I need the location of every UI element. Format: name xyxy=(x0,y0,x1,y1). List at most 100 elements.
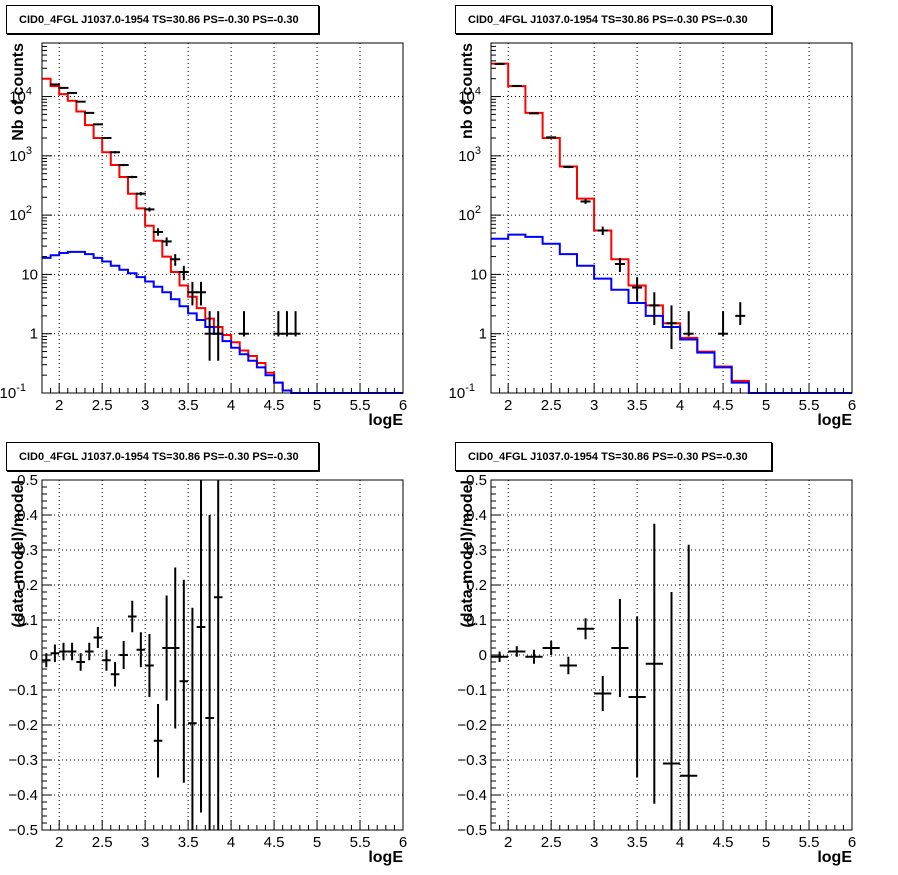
data-point xyxy=(238,311,249,337)
x-tick-label: 6 xyxy=(848,397,856,414)
chart-panel-counts-left: 2 2.5 3 3.5 4 4.5 5 5.5 6 10-1 1 10 102 103 104 logE Nb … xyxy=(0,0,449,437)
data-point xyxy=(735,302,746,326)
data-point xyxy=(187,281,198,306)
residual-point xyxy=(119,641,128,669)
residual-point xyxy=(594,676,612,711)
data-point xyxy=(144,207,155,212)
axis-ticks xyxy=(41,479,404,831)
x-tick-label: 4.5 xyxy=(264,397,285,414)
residual-point xyxy=(93,627,103,648)
chart-title: CID0_4FGL J1037.0-1954 TS=30.86 PS=-0.30… xyxy=(455,5,772,34)
residual-point xyxy=(127,600,137,633)
chart-svg-residual-left: 2 2.5 3 3.5 4 4.5 5 5.5 6 −0.5 −0.4 −0.3 −0.2 −0.1 0 0.… xyxy=(8,472,407,866)
y-tick-label: 10 xyxy=(470,266,487,283)
chart-svg-counts-left: 2 2.5 3 3.5 4 4.5 5 5.5 6 10-1 1 10 102 103 104 logE Nb … xyxy=(0,42,407,429)
data-point xyxy=(67,91,78,94)
plot-frame xyxy=(41,479,404,831)
grid-lines xyxy=(42,480,403,830)
data-point xyxy=(273,311,284,337)
data-point xyxy=(49,83,60,86)
residual-point xyxy=(196,480,206,813)
tick-labels: 2 2.5 3 3.5 4 4.5 5 5.5 6 −0.5 −0.4 −0.3 −0.2 −0.1 0 0.… xyxy=(457,472,856,851)
x-axis-label: logE xyxy=(368,849,403,866)
x-axis-label: logE xyxy=(817,412,852,429)
data-point xyxy=(546,136,557,139)
x-tick-label: 2 xyxy=(504,834,512,851)
y-tick-label: −0.4 xyxy=(457,787,487,804)
residual-point xyxy=(662,592,681,830)
y-tick-label: −0.5 xyxy=(457,822,487,839)
data-point xyxy=(213,311,224,361)
y-tick-label: 10 xyxy=(21,266,38,283)
data-point xyxy=(649,292,660,326)
chart-title: CID0_4FGL J1037.0-1954 TS=30.86 PS=-0.30… xyxy=(6,442,319,471)
data-point xyxy=(170,254,181,266)
y-tick-label: 102 xyxy=(9,204,32,224)
residual-point xyxy=(611,599,629,697)
plot-series xyxy=(42,77,403,394)
data-point xyxy=(75,100,86,103)
x-tick-label: 4.5 xyxy=(713,834,734,851)
residual-point xyxy=(145,634,154,697)
chart-svg-residual-right: 2 2.5 3 3.5 4 4.5 5 5.5 6 −0.5 −0.4 −0.3 −0.2 −0.1 0 0.… xyxy=(457,472,856,866)
plot-frame xyxy=(490,42,853,394)
residual-point xyxy=(110,662,120,687)
data-point xyxy=(127,175,138,179)
x-tick-label: 3 xyxy=(590,834,598,851)
data-point xyxy=(290,311,301,337)
tick-labels: 2 2.5 3 3.5 4 4.5 5 5.5 6 10-1 1 10 102 103 104 xyxy=(449,86,857,414)
residual-point xyxy=(42,653,51,668)
y-axis-label: nb of counts xyxy=(459,43,476,139)
y-tick-label: 0 xyxy=(479,647,487,664)
residual-point xyxy=(205,515,214,830)
y-tick-label: −0.4 xyxy=(8,787,38,804)
residual-point xyxy=(188,607,197,830)
y-tick-label: −0.2 xyxy=(8,717,38,734)
model-line xyxy=(42,250,403,394)
axis-ticks xyxy=(490,479,853,831)
x-axis-label: logE xyxy=(368,412,403,429)
y-tick-label: 0.2 xyxy=(17,577,38,594)
x-tick-label: 3.5 xyxy=(627,397,648,414)
x-tick-label: 5.5 xyxy=(799,834,820,851)
x-tick-label: 2.5 xyxy=(92,834,113,851)
y-tick-label: 0.3 xyxy=(17,542,38,559)
data-point xyxy=(511,84,522,87)
residual-point xyxy=(491,651,509,662)
grid-lines xyxy=(42,43,403,393)
data-point xyxy=(92,123,103,126)
data-point xyxy=(58,86,69,89)
y-tick-label: −0.2 xyxy=(457,717,487,734)
y-tick-label: 0.4 xyxy=(17,507,38,524)
x-tick-label: 3.5 xyxy=(178,397,199,414)
x-tick-label: 5.5 xyxy=(350,397,371,414)
y-tick-label: −0.1 xyxy=(457,682,487,699)
residual-point xyxy=(59,642,68,661)
y-tick-label: 0.5 xyxy=(17,472,38,489)
y-tick-label: −0.1 xyxy=(8,682,38,699)
plot-series xyxy=(491,523,698,830)
residual-point xyxy=(162,595,171,701)
residual-point xyxy=(67,642,77,661)
chart-title: CID0_4FGL J1037.0-1954 TS=30.86 PS=-0.30… xyxy=(6,5,319,34)
residual-point xyxy=(645,523,663,804)
y-tick-label: 1 xyxy=(30,326,38,343)
x-tick-label: 2.5 xyxy=(92,397,113,414)
data-point xyxy=(153,228,164,236)
residual-point xyxy=(136,632,146,668)
x-tick-label: 5 xyxy=(762,397,770,414)
x-tick-label: 2 xyxy=(504,397,512,414)
y-tick-label: 10-1 xyxy=(449,382,475,402)
x-tick-label: 6 xyxy=(848,834,856,851)
chart-panel-residual-left: 2 2.5 3 3.5 4 4.5 5 5.5 6 −0.5 −0.4 −0.3 −0.2 −0.1 0 0.… xyxy=(0,437,449,874)
x-tick-label: 2.5 xyxy=(541,397,562,414)
y-tick-label: 10-1 xyxy=(0,382,26,402)
y-tick-label: 102 xyxy=(458,204,481,224)
data-point xyxy=(632,277,643,302)
x-tick-label: 5.5 xyxy=(799,397,820,414)
chart-panel-counts-right: 2 2.5 3 3.5 4 4.5 5 5.5 6 10-1 1 10 102 103 104 logE nb … xyxy=(449,0,898,437)
data-point xyxy=(580,199,591,204)
x-tick-label: 6 xyxy=(399,397,407,414)
data-point xyxy=(178,265,189,281)
data-point xyxy=(614,257,625,272)
